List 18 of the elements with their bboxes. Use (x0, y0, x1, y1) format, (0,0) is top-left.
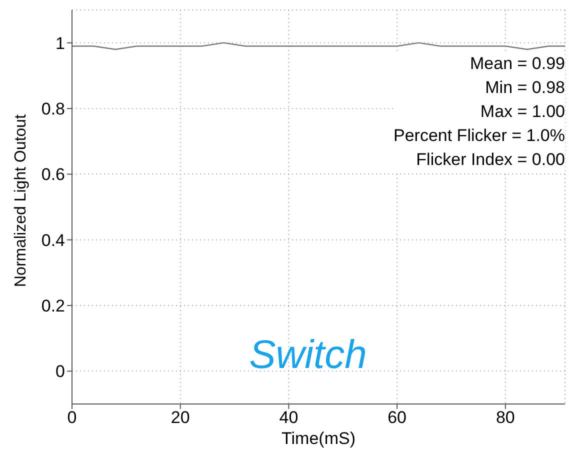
annotation: Mean = 0.99 (469, 53, 565, 75)
y-axis-title: Normalized Light Outout (12, 114, 30, 287)
annotation: Max = 1.00 (479, 101, 565, 123)
x-tick-label: 20 (170, 408, 190, 428)
y-tick-label: 0 (56, 362, 65, 382)
annotation: Min = 0.98 (484, 77, 565, 99)
y-tick-label: 0.4 (41, 230, 65, 250)
x-tick-label: 80 (496, 408, 515, 428)
y-tick-label: 0.6 (41, 165, 65, 184)
x-tick-label: 40 (279, 408, 298, 428)
y-tick-label: 0.8 (41, 100, 65, 119)
annotation: Switch (248, 333, 368, 378)
annotation: Percent Flicker = 1.0% (394, 125, 565, 147)
x-axis-title: Time(mS) (282, 429, 356, 448)
x-tick-label: 60 (388, 408, 407, 428)
y-tick-label: 1 (56, 34, 65, 53)
annotation: Flicker Index = 0.00 (415, 149, 565, 171)
y-tick-label: 0.2 (41, 296, 65, 316)
